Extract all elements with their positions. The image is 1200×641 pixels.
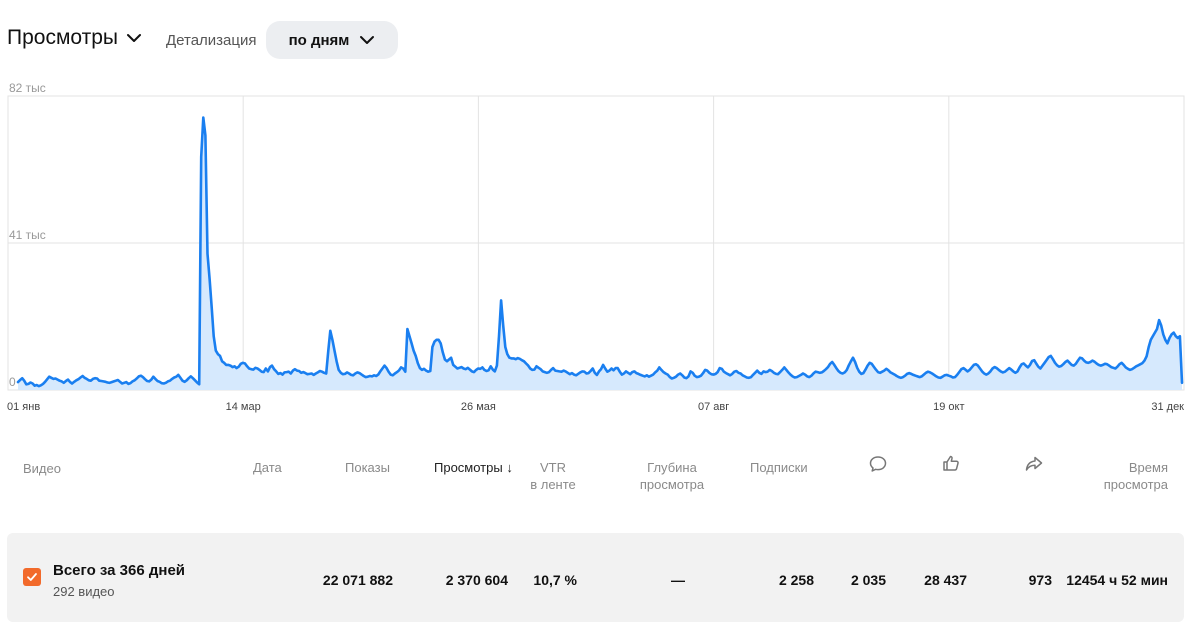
column-header-views[interactable]: Просмотры ↓	[434, 459, 513, 476]
series-line	[16, 116, 1184, 388]
total-impressions: 22 071 882	[322, 572, 393, 588]
column-header-depth[interactable]: Глубина просмотра	[630, 459, 714, 493]
checkmark-icon	[27, 573, 37, 581]
column-header-watch-time-line1: Время	[1128, 460, 1168, 475]
total-comments: 2 035	[850, 572, 886, 588]
column-header-impressions[interactable]: Показы	[345, 460, 390, 475]
x-tick-label: 07 авг	[698, 401, 729, 413]
column-header-video[interactable]: Видео	[23, 461, 61, 476]
table-header: Видео Дата Показы Просмотры ↓ VTR в лент…	[0, 452, 1200, 502]
series-area	[18, 117, 1182, 390]
total-subtitle: 292 видео	[53, 584, 115, 599]
total-row: Всего за 366 дней 292 видео 22 071 882 2…	[7, 533, 1184, 622]
views-chart-svg: 0 41 тыс 82 тыс 01 янв 14 мар 26 мая 07 авг 19 …	[7, 81, 1185, 413]
chevron-down-icon	[360, 36, 375, 44]
column-header-vtr-line1: VTR	[540, 460, 566, 475]
x-tick-label: 14 мар	[226, 401, 261, 413]
column-header-vtr[interactable]: VTR в ленте	[525, 459, 581, 493]
views-chart: 0 41 тыс 82 тыс 01 янв 14 мар 26 мая 07 авг 19 …	[0, 80, 1200, 420]
column-header-subscriptions[interactable]: Подписки	[750, 460, 808, 475]
column-header-depth-line2: просмотра	[639, 477, 705, 492]
detail-label: Детализация	[166, 32, 257, 49]
total-shares: 973	[1028, 572, 1052, 588]
y-tick-label: 82 тыс	[9, 81, 46, 95]
column-header-watch-time[interactable]: Время просмотра	[1080, 459, 1168, 493]
chevron-down-icon	[127, 34, 141, 42]
sort-arrow-icon: ↓	[506, 460, 513, 475]
column-header-watch-time-line2: просмотра	[1103, 477, 1168, 492]
total-views: 2 370 604	[445, 572, 508, 588]
total-title: Всего за 366 дней	[53, 562, 186, 579]
total-watch-time: 12454 ч 52 мин	[1066, 572, 1168, 588]
column-header-vtr-line2: в ленте	[530, 477, 576, 492]
column-header-date[interactable]: Дата	[253, 460, 282, 475]
x-tick-label: 01 янв	[7, 401, 40, 413]
comment-icon[interactable]	[868, 454, 888, 474]
total-vtr: 10,7 %	[533, 572, 577, 588]
x-tick-label: 26 мая	[461, 401, 496, 413]
column-header-views-label: Просмотры	[434, 460, 503, 475]
x-tick-label: 31 дек	[1151, 401, 1184, 413]
detail-dropdown[interactable]: по дням	[266, 21, 398, 59]
total-likes: 28 437	[924, 572, 967, 588]
x-tick-label: 19 окт	[933, 401, 964, 413]
metric-select[interactable]: Просмотры	[7, 26, 142, 50]
y-tick-label: 41 тыс	[9, 228, 46, 242]
metric-select-label: Просмотры	[7, 26, 118, 49]
toolbar: Просмотры Детализация по дням	[0, 0, 1200, 80]
total-row-checkbox[interactable]	[23, 568, 41, 586]
share-icon[interactable]	[1024, 454, 1044, 474]
column-header-depth-line1: Глубина	[647, 460, 697, 475]
detail-dropdown-value: по дням	[288, 31, 350, 49]
total-subscriptions: 2 258	[778, 572, 814, 588]
y-tick-label: 0	[9, 375, 16, 389]
like-icon[interactable]	[941, 453, 961, 473]
total-depth: —	[671, 572, 685, 588]
